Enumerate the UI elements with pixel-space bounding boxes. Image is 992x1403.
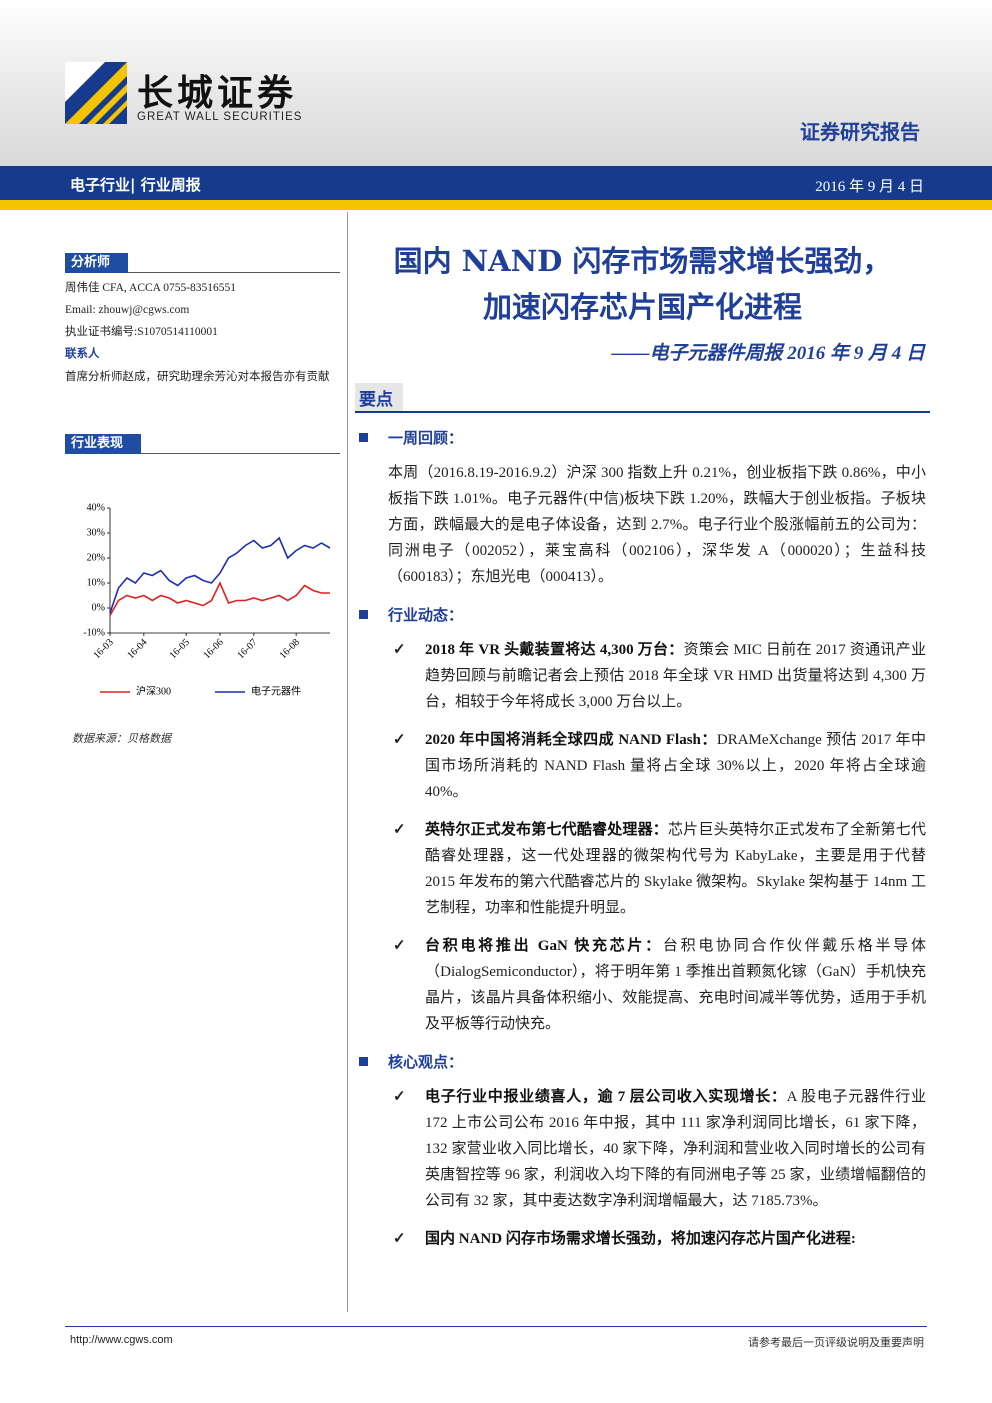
x-tick-label: 16-03: [91, 637, 115, 661]
main-content: 国内 NAND 闪存市场需求增长强劲， 加速闪存芯片国产化进程 ——电子元器件周报 …: [355, 238, 930, 1308]
section-header: 分析师: [65, 252, 340, 273]
list-item: ✓ 2018 年 VR 头戴装置将达 4,300 万台：资策会 MIC 日前在 2…: [393, 637, 926, 715]
x-tick-label: 16-07: [235, 637, 259, 661]
item-lead: 2018 年 VR 头戴装置将达 4,300 万台：: [425, 642, 684, 658]
banner-stripe: [0, 200, 992, 210]
item-text: 台积电协同合作伙伴戴乐格半导体（DialogSemiconductor），将于明…: [425, 938, 926, 1032]
list-item: ✓ 电子行业中报业绩喜人，逾 7 层公司收入实现增长：A 股电子元器件行业 172…: [393, 1084, 926, 1214]
y-tick-label: 10%: [87, 577, 105, 588]
item-text: 资策会 MIC 日前在 2017 资通讯产业趋势回顾与前瞻记者会上预估 2018…: [425, 642, 926, 710]
section-heading: 行业动态：: [355, 604, 930, 625]
footer-note: 请参考最后一页评级说明及重要声明: [748, 1336, 924, 1349]
check-mark: ✓: [393, 1231, 406, 1247]
list-item: ✓ 台积电将推出 GaN 快充芯片：台积电协同合作伙伴戴乐格半导体（DialogS…: [393, 933, 926, 1037]
legend-label: 电子元器件: [251, 684, 301, 697]
analyst-heading: 分析师: [65, 253, 129, 273]
banner-date: 2016 年 9 月 4 日: [815, 179, 924, 195]
report-type: 证券研究报告: [800, 120, 920, 144]
section-header: 行业表现: [65, 433, 340, 454]
y-tick-label: 40%: [87, 502, 105, 513]
x-tick-label: 16-08: [278, 637, 302, 661]
report-subtitle: ——电子元器件周报 2016 年 9 月 4 日: [611, 343, 925, 364]
bullet-square: [359, 433, 368, 442]
legend-label: 沪深300: [136, 684, 171, 697]
check-mark: ✓: [393, 822, 406, 838]
logo: [65, 62, 127, 124]
contact-text: 首席分析师赵成，研究助理余芳沁对本报告亦有贡献: [65, 371, 330, 383]
bullet-square: [359, 610, 368, 619]
report-title: 加速闪存芯片国产化进程: [482, 290, 802, 324]
paragraph: 本周（2016.8.19-2016.9.2）沪深 300 指数上升 0.21%，…: [388, 465, 926, 585]
footer-line: [65, 1326, 927, 1327]
chart: -10% 0% 10% 20% 30% 40% 16-03 16-04 16-05 16-06 16…: [83, 502, 331, 697]
x-tick-label: 16-05: [168, 637, 192, 661]
analyst-line: Email: zhouwj@cgws.com: [65, 304, 190, 316]
key-points-header: 要点: [355, 383, 930, 413]
item-lead: 英特尔正式发布第七代酷睿处理器：: [425, 822, 668, 838]
analyst-line: 周伟佳 CFA, ACCA 0755-83516551: [65, 282, 237, 294]
series-line: [109, 536, 331, 614]
sidebar: 分析师 周伟佳 CFA, ACCA 0755-83516551 Email: zh…: [65, 252, 340, 458]
analyst-line: 执业证书编号:S1070514110001: [65, 326, 218, 338]
item-lead: 台积电将推出 GaN 快充芯片：: [425, 938, 663, 954]
series-line: [109, 581, 330, 616]
x-tick-label: 16-06: [201, 637, 225, 661]
section-title: 核心观点：: [388, 1053, 464, 1071]
report-title: 国内 NAND 闪存市场需求增长强劲，: [393, 244, 892, 278]
check-mark: ✓: [393, 642, 406, 658]
list-item: ✓ 英特尔正式发布第七代酷睿处理器：芯片巨头英特尔正式发布了全新第七代酷睿处理器，…: [393, 817, 926, 921]
brand-name-en: GREAT WALL SECURITIES: [137, 111, 303, 123]
banner-category: 电子行业| 行业周报: [70, 176, 201, 194]
y-tick-label: -10%: [83, 627, 105, 638]
list-item: ✓ 2020 年中国将消耗全球四成 NAND Flash：DRAMeXchange…: [393, 727, 926, 805]
section-title: 行业动态：: [388, 606, 464, 624]
column-divider: [347, 212, 348, 1312]
item-lead: 2020 年中国将消耗全球四成 NAND Flash：: [425, 732, 717, 748]
header-background: [0, 0, 992, 166]
x-tick-label: 16-04: [125, 637, 149, 661]
data-source: 数据来源：贝格数据: [72, 733, 171, 745]
y-tick-label: 20%: [87, 552, 105, 563]
brand-name: 长城证券: [137, 72, 298, 114]
bullet-square: [359, 1057, 368, 1066]
y-tick-label: 0%: [92, 602, 105, 613]
item-text: A 股电子元器件行业 172 上市公司公布 2016 年中报，其中 111 家净…: [425, 1089, 926, 1209]
analyst-list: 周伟佳 CFA, ACCA 0755-83516551 Email: zhouwj…: [65, 277, 340, 343]
item-text: DRAMeXchange 预估 2017 年中国市场所消耗的 NAND Flas…: [425, 732, 926, 800]
banner: [0, 166, 992, 200]
item-lead: 国内 NAND 闪存市场需求增长强劲，将加速闪存芯片国产化进程:: [425, 1231, 856, 1247]
section-title: 一周回顾：: [388, 429, 464, 447]
item-text: 芯片巨头英特尔正式发布了全新第七代酷睿处理器，这一代处理器的微架构代号为 Kab…: [425, 822, 926, 916]
list-item: ✓ 国内 NAND 闪存市场需求增长强劲，将加速闪存芯片国产化进程:: [393, 1226, 926, 1252]
item-lead: 电子行业中报业绩喜人，逾 7 层公司收入实现增长：: [425, 1089, 787, 1105]
check-mark: ✓: [393, 732, 406, 748]
contact-heading: 联系人: [65, 348, 100, 360]
check-mark: ✓: [393, 938, 406, 954]
performance-heading: 行业表现: [65, 434, 142, 454]
section-heading: 核心观点：: [355, 1051, 930, 1072]
check-mark: ✓: [393, 1089, 406, 1105]
footer-url: http://www.cgws.com: [70, 1334, 173, 1346]
y-tick-label: 30%: [87, 527, 105, 538]
key-points-heading: 要点: [355, 383, 403, 411]
section-heading: 一周回顾：: [355, 427, 930, 448]
